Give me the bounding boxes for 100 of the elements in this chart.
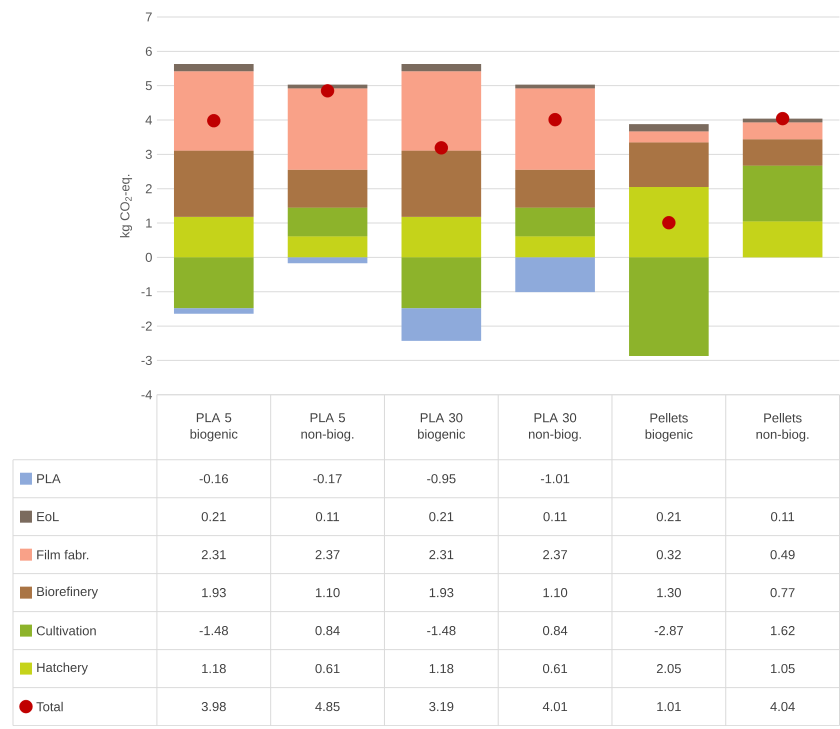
data-label: 0.77 (770, 588, 795, 598)
point (320, 84, 334, 98)
data-label: 1.30 (657, 588, 681, 598)
bar (742, 166, 822, 222)
x-tick-label: PLA 5 non-biog. (301, 413, 354, 442)
y-tick-label: 4 (145, 116, 152, 125)
bar (288, 208, 368, 237)
bar (515, 258, 595, 292)
data-label: -1.01 (540, 474, 570, 484)
data-label: 0.11 (543, 512, 567, 522)
legend-label: Total (36, 702, 63, 712)
data-label: 2.37 (543, 550, 568, 560)
y-tick-label: 6 (146, 46, 152, 56)
x-tick-label: PLA 5 biogenic (190, 413, 238, 442)
y-tick-label: 0 (146, 253, 152, 262)
bar (402, 258, 482, 308)
y-tick-label: -3 (141, 356, 152, 366)
point (662, 216, 676, 230)
point (207, 114, 220, 128)
data-label: 1.10 (543, 588, 568, 598)
bar (629, 132, 709, 143)
data-label: 0.21 (656, 512, 681, 522)
legend-label: Biorefinery (37, 586, 98, 599)
data-label: 0.61 (542, 664, 568, 674)
data-label: -0.16 (200, 474, 228, 484)
legend-label: PLA (37, 474, 61, 484)
bar (402, 150, 482, 218)
bar (515, 208, 595, 237)
legend-label: Cultivation (36, 626, 96, 636)
bar (174, 150, 254, 218)
y-tick-label: -2 (141, 322, 152, 331)
bar (288, 236, 368, 258)
bar (174, 258, 254, 308)
legend-label: Film fabr. (37, 550, 88, 560)
data-label: 0.61 (315, 664, 340, 674)
data-label: -2.87 (654, 626, 683, 636)
data-label: 3.98 (202, 702, 226, 712)
bar (288, 258, 368, 264)
data-label: 0.32 (656, 550, 681, 560)
bar (288, 88, 368, 170)
bar (515, 170, 595, 208)
data-label: 2.31 (429, 550, 454, 560)
bar (515, 88, 595, 170)
bar (288, 170, 368, 208)
bar (174, 71, 254, 151)
data-label: 0.11 (771, 512, 794, 522)
bar (742, 122, 822, 140)
x-tick-label: PLA 30 biogenic (418, 413, 466, 442)
data-label: 1.05 (771, 664, 795, 674)
data-label: 2.05 (656, 664, 681, 674)
data-label: 0.21 (202, 512, 226, 522)
bar (629, 187, 709, 258)
data-label: -1.48 (200, 626, 228, 636)
legend-label: Hatchery (37, 662, 88, 675)
data-label: 1.93 (202, 588, 226, 598)
data-label: 2.37 (316, 550, 340, 560)
data-label: 1.10 (316, 588, 340, 598)
y-tick-label: -1 (141, 287, 152, 296)
data-label: 1.01 (657, 702, 681, 712)
data-label: 0.49 (770, 550, 795, 560)
y-tick-label: 7 (146, 12, 152, 22)
data-label: 1.18 (430, 664, 454, 674)
data-label: 0.21 (429, 512, 454, 522)
data-label: 0.11 (316, 512, 340, 522)
bar (402, 308, 482, 342)
data-label: -0.17 (313, 474, 342, 484)
data-label: 4.85 (315, 702, 340, 712)
data-label: 3.19 (429, 702, 454, 712)
data-label: 0.84 (542, 626, 568, 636)
x-tick-label: PLA 30 non-biog. (528, 413, 581, 442)
bar (515, 236, 595, 258)
data-label: 1.62 (771, 626, 795, 636)
x-tick-label: Pellets biogenic (646, 413, 693, 442)
data-label: 1.93 (430, 588, 454, 598)
bar (629, 258, 709, 356)
bar (402, 71, 482, 151)
bar (402, 64, 482, 72)
bar (174, 308, 254, 314)
data-label: 0.84 (315, 626, 340, 636)
y-tick-label: 1 (146, 218, 152, 228)
point (776, 112, 790, 126)
data-label: -0.95 (427, 474, 456, 484)
y-tick-label: -4 (141, 390, 152, 400)
y-tick-label: 5 (146, 81, 152, 90)
bar (515, 84, 595, 89)
point (548, 113, 562, 127)
bar (402, 217, 482, 258)
y-tick-label: 3 (146, 150, 152, 160)
data-label: -1.48 (427, 626, 456, 636)
bar (629, 142, 709, 188)
bar (629, 124, 709, 132)
x-tick-label: Pellets non-biog. (756, 413, 808, 442)
bar (742, 222, 822, 258)
data-label: 4.01 (542, 702, 568, 712)
legend-label: EoL (37, 512, 59, 522)
point (434, 141, 448, 155)
bar (174, 64, 254, 72)
y-tick-label: 2 (146, 184, 152, 194)
bar (742, 139, 822, 166)
data-label: 1.18 (202, 664, 226, 674)
